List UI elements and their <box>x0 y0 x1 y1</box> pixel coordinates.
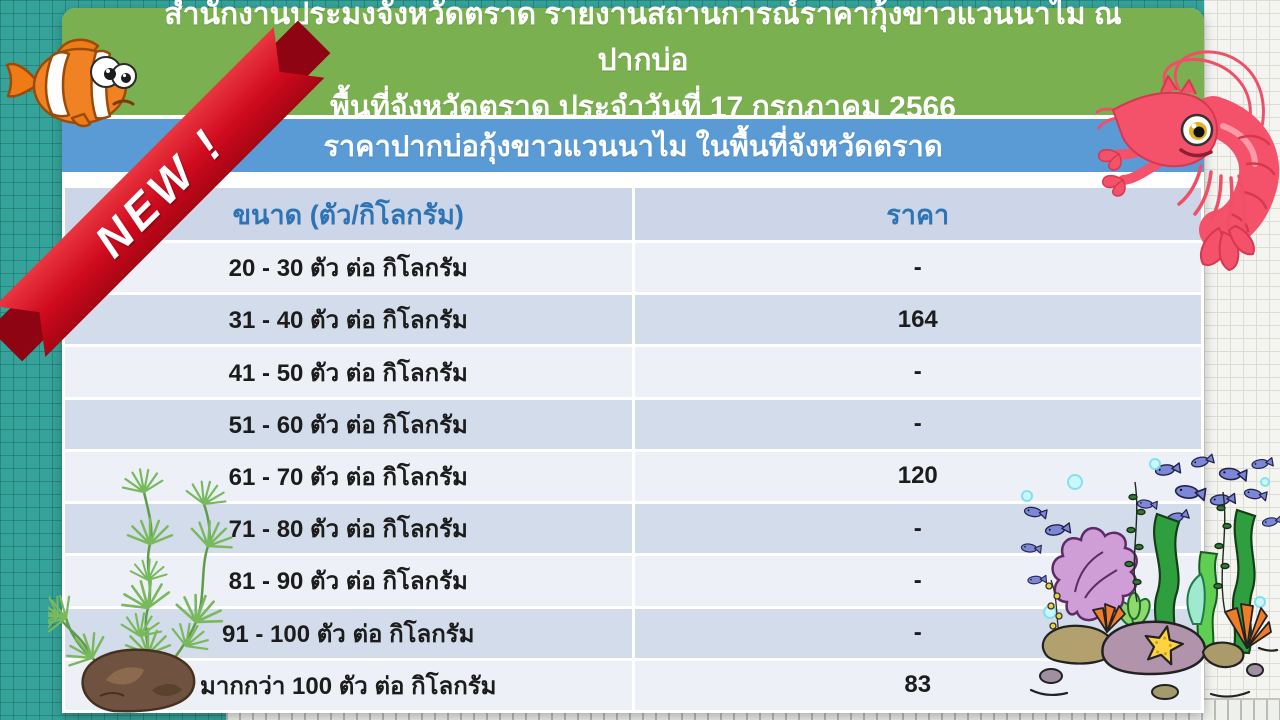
column-header-price: ราคา <box>634 188 1201 240</box>
size-cell: 81 - 90 ตัว ต่อ กิโลกรัม <box>65 556 632 606</box>
size-cell: 91 - 100 ตัว ต่อ กิโลกรัม <box>65 608 632 658</box>
report-card: สำนักงานประมงจังหวัดตราด รายงานสถานการณ์… <box>62 0 1204 713</box>
size-cell: 41 - 50 ตัว ต่อ กิโลกรัม <box>65 347 632 397</box>
price-cell: - <box>634 399 1201 449</box>
size-cell: 61 - 70 ตัว ต่อ กิโลกรัม <box>65 451 632 502</box>
grid-paper-background <box>1204 0 1280 720</box>
price-cell: 164 <box>634 295 1201 345</box>
table-row: 20 - 30 ตัว ต่อ กิโลกรัม - <box>65 243 1201 293</box>
table-row: 91 - 100 ตัว ต่อ กิโลกรัม - <box>65 608 1201 658</box>
price-cell: 83 <box>634 660 1201 710</box>
report-title-line1: สำนักงานประมงจังหวัดตราด รายงานสถานการณ์… <box>164 0 1122 78</box>
table-row: 71 - 80 ตัว ต่อ กิโลกรัม - <box>65 504 1201 554</box>
price-cell: - <box>634 243 1201 293</box>
price-table: ขนาด (ตัว/กิโลกรัม) ราคา 20 - 30 ตัว ต่อ… <box>62 188 1204 713</box>
size-cell: 71 - 80 ตัว ต่อ กิโลกรัม <box>65 504 632 554</box>
table-title: ราคาปากบ่อกุ้งขาวแวนนาไม ในพื้นที่จังหวั… <box>323 130 943 163</box>
table-row: 31 - 40 ตัว ต่อ กิโลกรัม 164 <box>65 295 1201 345</box>
table-row: 81 - 90 ตัว ต่อ กิโลกรัม - <box>65 556 1201 606</box>
size-cell: 51 - 60 ตัว ต่อ กิโลกรัม <box>65 399 632 449</box>
divider <box>62 115 1204 119</box>
table-title-band: ราคาปากบ่อกุ้งขาวแวนนาไม ในพื้นที่จังหวั… <box>62 119 1204 172</box>
table-row: 41 - 50 ตัว ต่อ กิโลกรัม - <box>65 347 1201 397</box>
price-cell: - <box>634 556 1201 606</box>
divider <box>62 172 1204 188</box>
price-cell: - <box>634 347 1201 397</box>
price-cell: - <box>634 608 1201 658</box>
price-cell: - <box>634 504 1201 554</box>
table-row: มากกว่า 100 ตัว ต่อ กิโลกรัม 83 <box>65 660 1201 710</box>
size-cell: 31 - 40 ตัว ต่อ กิโลกรัม <box>65 295 632 345</box>
size-cell: 20 - 30 ตัว ต่อ กิโลกรัม <box>65 243 632 293</box>
price-cell: 120 <box>634 451 1201 502</box>
table-header-row: ขนาด (ตัว/กิโลกรัม) ราคา <box>65 188 1201 240</box>
report-header: สำนักงานประมงจังหวัดตราด รายงานสถานการณ์… <box>62 0 1204 124</box>
table-row: 51 - 60 ตัว ต่อ กิโลกรัม - <box>65 399 1201 449</box>
table-row: 61 - 70 ตัว ต่อ กิโลกรัม 120 <box>65 451 1201 502</box>
column-header-size: ขนาด (ตัว/กิโลกรัม) <box>65 188 632 240</box>
size-cell: มากกว่า 100 ตัว ต่อ กิโลกรัม <box>65 660 632 710</box>
